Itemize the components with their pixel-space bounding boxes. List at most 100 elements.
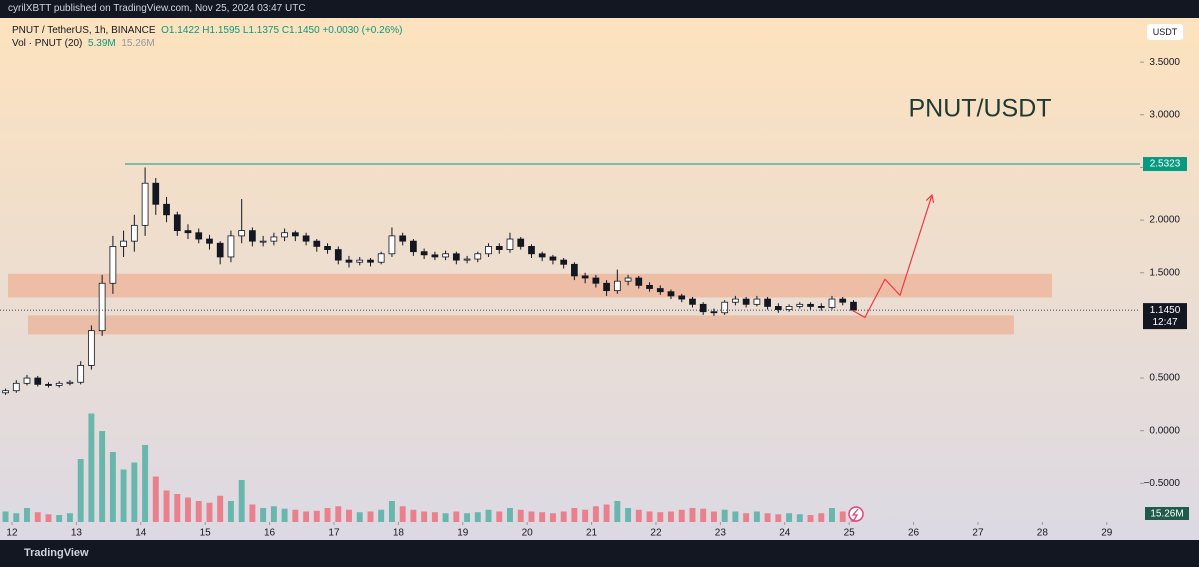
candle-body (23, 377, 31, 384)
high: H1.1595 (202, 25, 241, 36)
volume-bar (635, 509, 642, 522)
volume-bar (185, 497, 191, 522)
background (0, 18, 1199, 540)
candle-body (399, 235, 407, 242)
x-tick-label: 17 (328, 528, 340, 539)
volume-bar (292, 509, 299, 522)
candle-body (324, 246, 331, 250)
candle-body (603, 282, 610, 292)
candle-body (173, 214, 181, 232)
volume-bar (217, 495, 224, 522)
volume-bar (700, 508, 707, 522)
x-tick-label: 14 (135, 528, 147, 539)
volume-bar (807, 515, 814, 522)
volume-bar (818, 513, 825, 522)
x-tick-label: 27 (972, 528, 984, 539)
x-tick-label: 28 (1037, 528, 1049, 539)
candle-body (291, 232, 299, 237)
candle-body (538, 253, 546, 258)
volume-bar (24, 508, 30, 522)
volume-bar (614, 501, 621, 522)
volume-ma: 15.26M (121, 38, 155, 49)
volume-bar (421, 511, 428, 522)
volume-bar (249, 504, 256, 522)
brand: TradingView (24, 547, 89, 559)
volume-bar (721, 509, 728, 522)
candle-body (517, 238, 525, 247)
zone (7, 273, 1052, 298)
open: O1.1422 (161, 25, 200, 36)
candle-body (77, 365, 85, 383)
volume-bar (839, 511, 846, 522)
candle-body (485, 246, 492, 255)
candle-body (130, 224, 138, 242)
volume-bar (668, 511, 674, 522)
candle-body (270, 236, 278, 242)
volume-bar (346, 509, 352, 522)
volume-bar (174, 494, 181, 522)
volume-ma-label: 15.26M (1150, 509, 1183, 520)
candle-body (689, 298, 696, 305)
event-icon (848, 506, 864, 522)
volume-bar (743, 513, 750, 522)
candle-body (613, 280, 621, 292)
candle-body (839, 298, 847, 303)
x-tick-label: 13 (71, 528, 83, 539)
candle-body (141, 182, 149, 226)
volume-bar (356, 512, 363, 522)
volume-bar (528, 511, 535, 522)
chart-title: PNUT/USDT (908, 95, 1051, 123)
volume-bar (388, 501, 395, 522)
volume-bar (99, 431, 106, 522)
volume-bar (399, 506, 406, 522)
candle-body (367, 259, 374, 263)
volume-bar (195, 501, 202, 522)
candle-body (302, 235, 310, 242)
candle-body (463, 258, 471, 261)
candle-body (656, 288, 664, 293)
volume-bar (88, 413, 95, 522)
countdown-label: 12:47 (1152, 317, 1177, 328)
last-price-box (1143, 303, 1187, 330)
y-tick-label: 3.5000 (1149, 57, 1180, 68)
x-tick-label: 18 (393, 528, 405, 539)
volume-bar (66, 513, 73, 522)
candle-body (431, 254, 439, 258)
candle-body (345, 259, 353, 263)
candle-body (528, 246, 535, 255)
volume-bar (378, 509, 385, 522)
volume-bar (474, 512, 481, 522)
candle-body (55, 382, 63, 386)
candle-body (216, 242, 224, 258)
zone (27, 315, 1014, 335)
x-tick-label: 26 (908, 528, 920, 539)
volume-bar (753, 511, 760, 522)
x-tick-label: 24 (779, 528, 791, 539)
volume-bar (539, 512, 546, 522)
volume-bar (152, 476, 159, 522)
candle-body (549, 256, 557, 261)
volume-bar (485, 509, 492, 522)
legend: PNUT / TetherUS, 1h, BINANCE O1.1422 H1.… (12, 24, 402, 50)
volume-name: Vol · PNUT (20) (12, 38, 83, 49)
candle-body (624, 277, 632, 282)
candle-body (281, 232, 288, 238)
volume-bar (324, 508, 331, 522)
candle-body (34, 377, 42, 385)
candle-body (678, 295, 686, 300)
candle-body (850, 301, 857, 311)
candle-body (646, 284, 653, 289)
candle-body (120, 240, 127, 247)
candle-body (45, 383, 52, 386)
volume-bar (281, 508, 288, 522)
currency-button[interactable]: USDT (1147, 24, 1183, 40)
candle-body (206, 238, 213, 244)
candle-body (356, 259, 364, 263)
header-bar: cyrilXBTT published on TradingView.com, … (0, 0, 1199, 18)
candle-body (249, 230, 256, 242)
x-tick-label: 23 (715, 528, 727, 539)
candle-body (732, 298, 739, 303)
candle-body (152, 182, 160, 205)
volume-bar (45, 514, 52, 522)
